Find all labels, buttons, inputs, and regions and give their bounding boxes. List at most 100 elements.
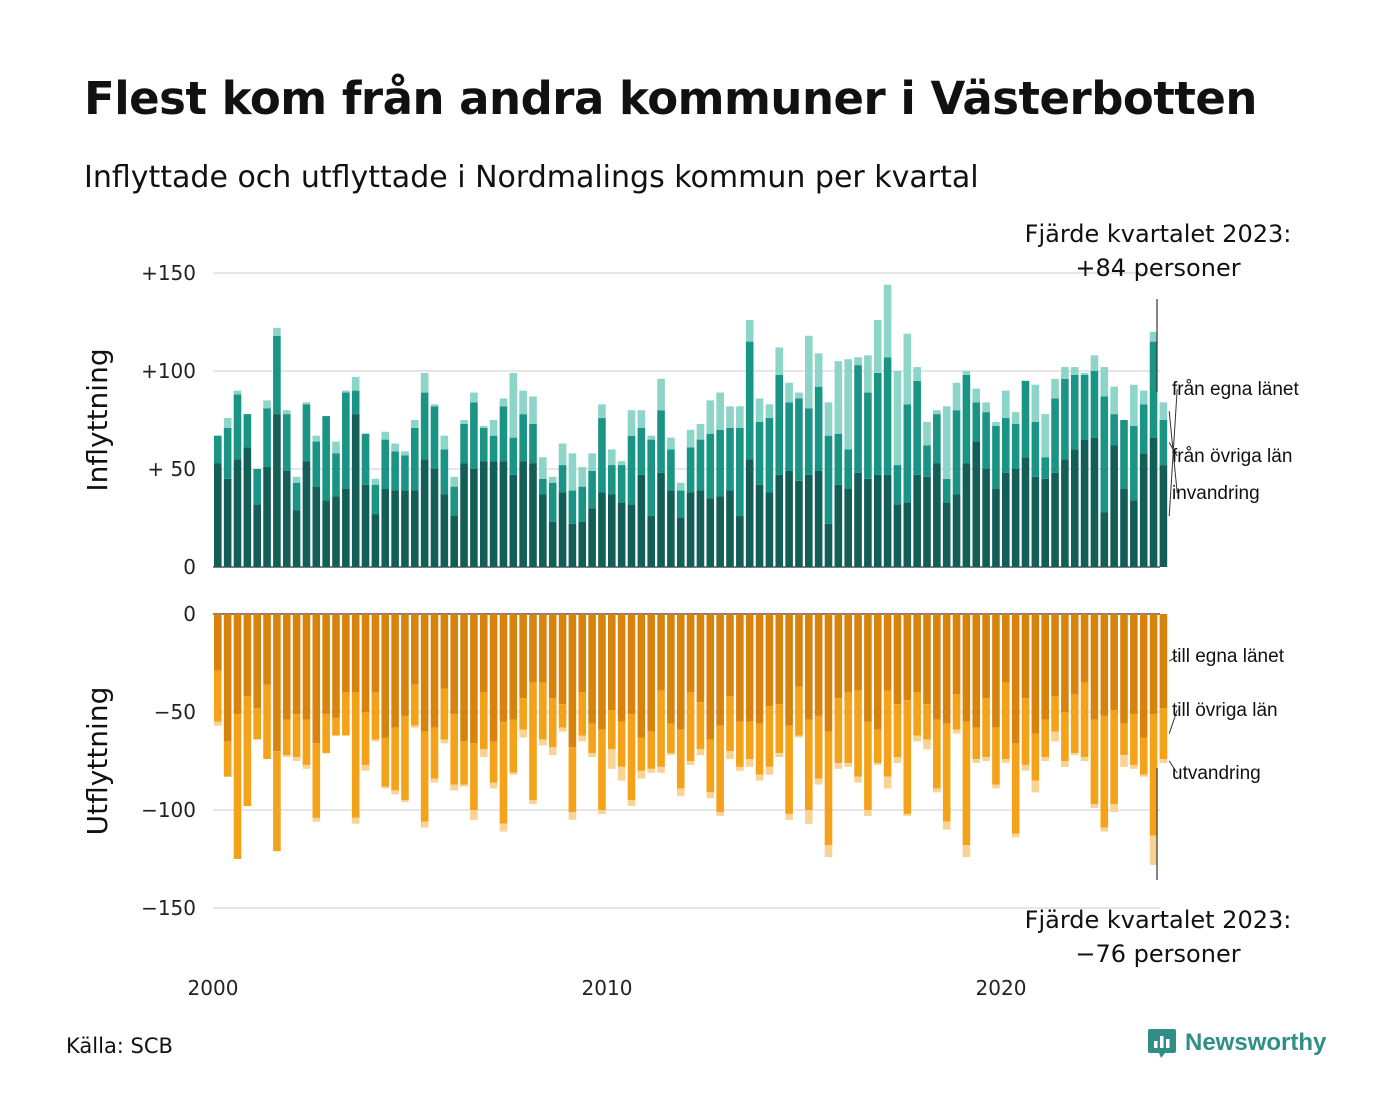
bar-utflyttning-2-q79 <box>982 698 990 758</box>
bar-utflyttning-3-q85 <box>1041 757 1049 761</box>
bar-utflyttning-2-q2 <box>223 741 232 777</box>
bar-utflyttning-1-q25 <box>450 614 458 714</box>
axes: +150 +100 + 50 0 Inflyttning 0 −50 −100 −150 Utfl… <box>81 261 1026 1000</box>
bar-utflyttning-1-q64 <box>834 614 843 699</box>
bar-utflyttning-2-q28 <box>479 692 488 750</box>
bar-utflyttning-1-q72 <box>913 614 921 693</box>
bar-utflyttning-2-q78 <box>972 727 981 760</box>
bar-inflyttning-3-q66 <box>854 357 862 366</box>
bar-inflyttning-2-q30 <box>499 406 508 462</box>
bar-inflyttning-3-q88 <box>1070 367 1079 375</box>
bar-inflyttning-1-q54 <box>736 516 744 567</box>
bar-utflyttning-2-q27 <box>470 743 478 810</box>
bar-inflyttning-3-q25 <box>450 476 458 487</box>
bar-inflyttning-2-q79 <box>982 412 990 469</box>
bar-utflyttning-1-q94 <box>1130 614 1138 714</box>
bar-inflyttning-1-q82 <box>1011 469 1020 567</box>
bar-utflyttning-3-q48 <box>676 788 685 797</box>
bar-utflyttning-1-q50 <box>696 614 705 703</box>
bar-utflyttning-2-q29 <box>489 741 498 783</box>
bar-inflyttning-3-q22 <box>420 372 429 393</box>
bar-inflyttning-2-q48 <box>676 490 685 518</box>
bar-utflyttning-2-q6 <box>263 684 271 760</box>
bar-inflyttning-1-q18 <box>381 488 390 567</box>
bar-inflyttning-1-q48 <box>676 518 685 567</box>
bar-inflyttning-3-q95 <box>1139 390 1148 405</box>
bar-utflyttning-3-q23 <box>430 778 439 783</box>
bar-inflyttning-3-q17 <box>371 478 380 485</box>
brand-logo[interactable]: Newsworthy <box>1147 1027 1326 1059</box>
bar-utflyttning-1-q74 <box>933 614 941 720</box>
bar-inflyttning-2-q61 <box>805 408 813 475</box>
bar-utflyttning-2-q16 <box>361 712 370 765</box>
bar-utflyttning-2-q11 <box>312 743 321 818</box>
source-note: Källa: SCB <box>66 1034 173 1058</box>
bar-utflyttning-2-q7 <box>273 751 281 852</box>
bar-inflyttning-2-q87 <box>1061 378 1069 460</box>
bar-inflyttning-1-q67 <box>864 478 872 567</box>
bar-utflyttning-2-q57 <box>765 706 774 767</box>
bar-inflyttning-1-q50 <box>696 490 705 567</box>
bar-utflyttning-1-q65 <box>844 614 852 693</box>
bar-utflyttning-2-q24 <box>440 688 449 740</box>
bar-utflyttning-1-q88 <box>1070 614 1079 695</box>
bar-inflyttning-3-q74 <box>933 410 941 415</box>
bar-inflyttning-1-q45 <box>647 516 655 567</box>
bar-utflyttning-3-q91 <box>1100 827 1109 832</box>
bar-utflyttning-3-q31 <box>509 772 518 775</box>
bar-inflyttning-3-q64 <box>834 361 843 434</box>
bar-inflyttning-2-q41 <box>608 465 616 495</box>
bar-utflyttning-3-q15 <box>351 817 360 824</box>
bar-utflyttning-3-q33 <box>529 800 537 805</box>
bar-inflyttning-2-q29 <box>489 435 498 462</box>
bar-inflyttning-3-q87 <box>1061 367 1069 379</box>
bar-inflyttning-3-q77 <box>962 371 971 375</box>
bar-inflyttning-3-q42 <box>617 461 626 466</box>
bar-utflyttning-2-q72 <box>913 692 921 736</box>
bar-utflyttning-2-q13 <box>332 717 340 736</box>
y-tick-label-inflyttning-0: +150 <box>141 261 196 285</box>
bar-inflyttning-3-q85 <box>1041 414 1049 458</box>
bar-inflyttning-2-q85 <box>1041 457 1049 479</box>
bar-utflyttning-1-q68 <box>873 614 882 730</box>
bar-inflyttning-1-q78 <box>972 441 981 567</box>
bar-utflyttning-3-q38 <box>578 735 587 742</box>
bar-utflyttning-3-q34 <box>539 739 547 746</box>
bar-utflyttning-2-q66 <box>854 690 862 777</box>
bar-inflyttning-2-q94 <box>1130 425 1138 501</box>
bar-utflyttning-3-q42 <box>617 766 626 781</box>
bar-utflyttning-2-q84 <box>1031 733 1040 781</box>
bar-inflyttning-2-q7 <box>273 335 281 415</box>
bar-utflyttning-3-q21 <box>411 725 419 728</box>
bar-inflyttning-2-q59 <box>785 402 793 471</box>
bar-inflyttning-2-q90 <box>1090 371 1099 438</box>
bar-inflyttning-1-q60 <box>795 480 803 567</box>
bar-utflyttning-3-q49 <box>686 761 695 765</box>
bar-inflyttning-2-q71 <box>903 404 912 503</box>
bar-inflyttning-3-q27 <box>470 392 478 403</box>
bar-inflyttning-2-q76 <box>952 410 961 495</box>
bar-inflyttning-2-q32 <box>519 414 527 462</box>
bar-utflyttning-1-q32 <box>519 614 527 699</box>
bar-utflyttning-3-q24 <box>440 739 449 744</box>
bar-utflyttning-2-q81 <box>1002 682 1010 760</box>
bar-inflyttning-1-q58 <box>775 474 784 567</box>
bar-utflyttning-1-q93 <box>1120 614 1128 724</box>
bar-inflyttning-1-q73 <box>923 476 931 567</box>
bar-utflyttning-1-q95 <box>1139 614 1148 738</box>
bar-utflyttning-1-q34 <box>539 614 547 683</box>
bar-utflyttning-1-q67 <box>864 614 872 722</box>
bar-inflyttning-3-q3 <box>233 390 242 395</box>
bar-utflyttning-2-q82 <box>1011 743 1020 834</box>
bar-inflyttning-1-q70 <box>893 504 902 567</box>
bar-inflyttning-1-q83 <box>1021 457 1030 567</box>
bar-utflyttning-2-q71 <box>903 700 912 814</box>
bar-utflyttning-2-q75 <box>942 723 951 822</box>
bar-inflyttning-1-q46 <box>657 472 665 567</box>
bar-utflyttning-3-q67 <box>864 810 872 816</box>
bar-utflyttning-2-q91 <box>1100 715 1109 828</box>
bar-utflyttning-2-q68 <box>873 729 882 763</box>
bar-utflyttning-1-q71 <box>903 614 912 701</box>
bar-utflyttning-2-q97 <box>1159 708 1168 760</box>
bar-utflyttning-3-q69 <box>883 776 892 789</box>
